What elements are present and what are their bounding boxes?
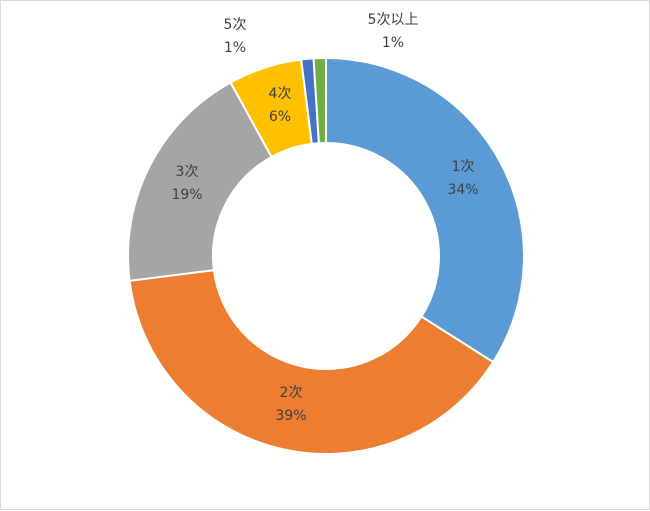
category-label-3: 3次: [176, 164, 199, 180]
category-label-5: 5次: [224, 17, 247, 33]
percent-label-5: 1%: [224, 40, 246, 56]
donut-slice-1: [325, 56, 525, 364]
percent-label-4: 6%: [269, 109, 291, 125]
donut-slices: [127, 56, 525, 455]
percent-label-2: 39%: [275, 408, 306, 424]
category-label-4: 4次: [269, 86, 292, 102]
percent-label-1: 34%: [447, 182, 478, 198]
percent-label-3: 19%: [171, 187, 202, 203]
category-label-1: 1次: [452, 159, 475, 175]
category-label-2: 2次: [280, 385, 303, 401]
donut-slice-3: [127, 81, 273, 282]
percent-label-6: 1%: [382, 35, 404, 51]
category-label-6: 5次以上: [368, 12, 419, 28]
data-labels: 1次 34% 2次 39% 3次 19% 4次 6% 5次 1% 5次以上 1%: [171, 12, 478, 424]
donut-slice-6: [312, 56, 327, 145]
donut-slice-2: [128, 269, 495, 455]
